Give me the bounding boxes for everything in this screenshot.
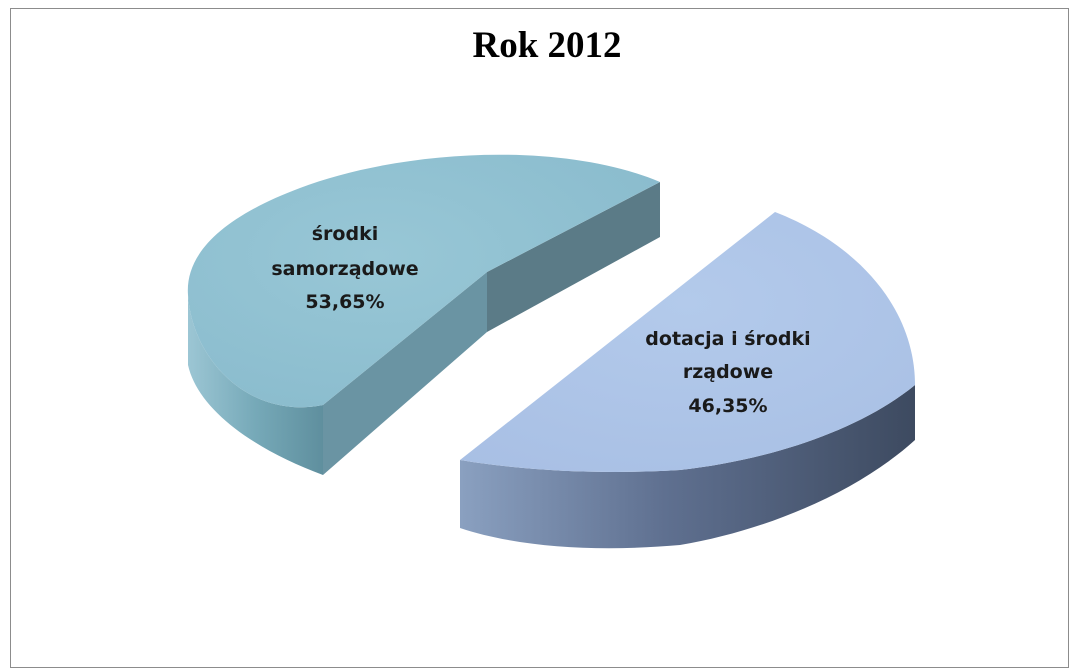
slice-label-srodki-line1: środki [312, 223, 378, 245]
slice-label-srodki-line2: samorządowe [271, 258, 418, 280]
slice-label-dotacja-line1: dotacja i środki [645, 328, 810, 350]
chart-title: Rok 2012 [472, 25, 622, 66]
slice-label-dotacja-value: 46,35% [688, 395, 767, 417]
pie-slice-dotacja-side [460, 385, 915, 549]
slice-label-srodki-value: 53,65% [305, 291, 384, 313]
pie-slice-srodki-samorzadowe [187, 154, 660, 475]
pie-slice-srodki-cut-front [323, 272, 487, 475]
pie-slice-srodki-side [188, 295, 323, 475]
pie-slice-dotacja-top [460, 212, 915, 472]
pie-slice-srodki-top [187, 154, 660, 408]
pie-slice-srodki-cut-back [487, 182, 660, 332]
pie-slice-dotacja [460, 212, 915, 549]
slice-label-dotacja: dotacja i środki rządowe 46,35% [645, 328, 810, 417]
pie-chart: środki samorządowe 53,65% dotacja i środ… [187, 154, 915, 549]
slice-label-srodki: środki samorządowe 53,65% [271, 223, 418, 313]
slice-label-dotacja-line2: rządowe [683, 361, 773, 383]
